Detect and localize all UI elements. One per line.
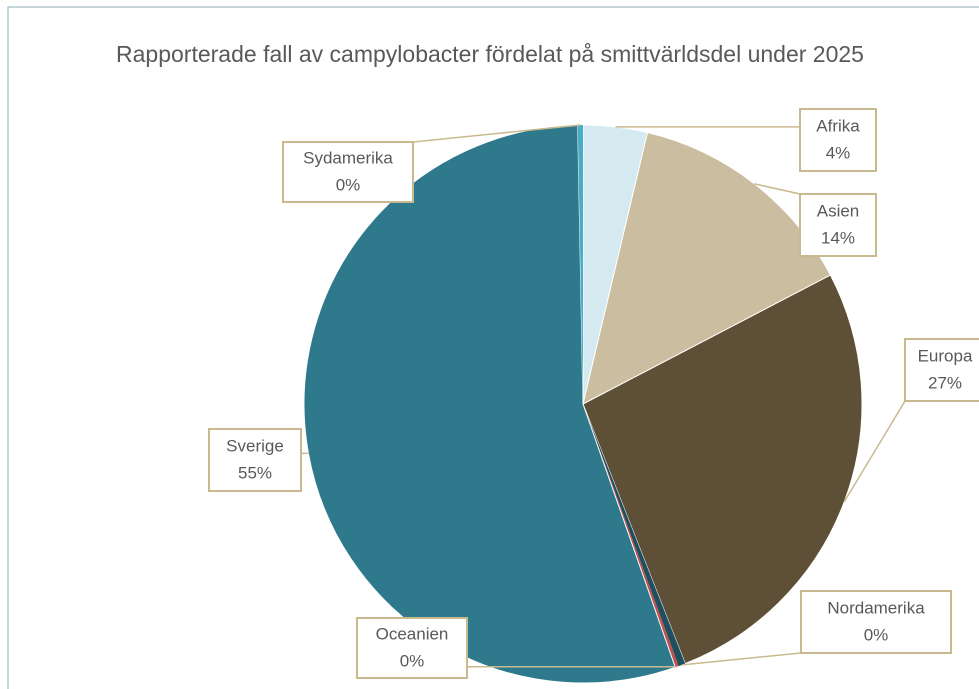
label-box	[208, 428, 302, 492]
label-box	[799, 193, 877, 257]
label-name: Europa	[918, 346, 973, 365]
label-box	[356, 617, 468, 679]
chart-border	[7, 6, 979, 689]
label-name: Sydamerika	[303, 148, 393, 167]
label-value: 55%	[238, 463, 272, 482]
label-name: Afrika	[816, 116, 860, 135]
label-box	[799, 108, 877, 172]
chart-title: Rapporterade fall av campylobacter förde…	[116, 41, 864, 67]
label-value: 0%	[336, 175, 361, 194]
label-value: 27%	[928, 373, 962, 392]
label-name: Oceanien	[376, 624, 449, 643]
pie-slice	[303, 124, 676, 684]
label-box	[282, 141, 414, 203]
label-value: 14%	[821, 228, 855, 247]
leader-line	[300, 452, 309, 460]
label-value: 0%	[400, 651, 425, 670]
label-box	[904, 338, 979, 402]
pie-slice	[577, 125, 583, 404]
label-value: 0%	[864, 625, 889, 644]
label-box	[800, 590, 952, 654]
label-name: Sverige	[226, 436, 284, 455]
label-value: 4%	[826, 143, 851, 162]
pie-slice	[583, 404, 686, 667]
label-name: Asien	[817, 201, 860, 220]
label-name: Nordamerika	[827, 598, 925, 617]
pie-slice	[583, 404, 679, 668]
